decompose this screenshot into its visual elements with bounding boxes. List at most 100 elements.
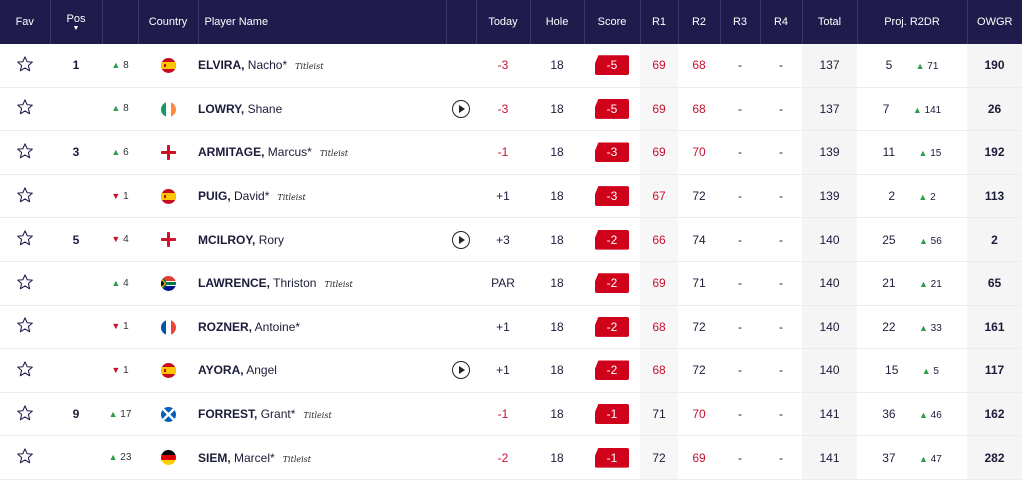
total: 137 <box>802 87 857 132</box>
today-score: -2 <box>476 435 530 480</box>
header-player-name[interactable]: Player Name <box>198 0 447 44</box>
player-name-cell[interactable]: MCILROY, Rory <box>198 217 446 262</box>
player-name-cell[interactable]: LAWRENCE, Thriston Titleist <box>198 261 446 306</box>
arrow-down-icon: ▼ <box>111 190 121 201</box>
arrow-up-icon: ▲ <box>915 61 925 72</box>
player-name-cell[interactable]: SIEM, Marcel* Titleist <box>198 435 446 480</box>
round-2: 68 <box>678 44 720 88</box>
player-firstname[interactable]: Antoine* <box>254 319 301 334</box>
position-move: ▲ 6 <box>102 130 138 175</box>
star-icon[interactable] <box>16 360 34 378</box>
header-proj[interactable]: Proj. R2DR <box>857 0 968 44</box>
player-surname[interactable]: MCILROY, <box>198 232 256 247</box>
table-row[interactable]: 9 ▲ 17 FORREST, Grant* Titleist -1 18 -1 71 70- -… <box>0 391 1022 437</box>
player-surname[interactable]: LAWRENCE, <box>198 276 270 291</box>
star-icon[interactable] <box>16 229 34 247</box>
player-firstname[interactable]: Rory <box>258 232 285 247</box>
header-score[interactable]: Score <box>584 0 641 44</box>
england-flag-icon <box>160 145 176 161</box>
owgr: 162 <box>967 391 1022 437</box>
arrow-up-icon: ▲ <box>921 366 931 377</box>
favourite-cell <box>0 174 50 219</box>
header-r4[interactable]: R4 <box>760 0 803 44</box>
header-total[interactable]: Total <box>802 0 858 44</box>
table-row[interactable]: 1 ▲ 8 ELVIRA, Nacho* Titleist -3 18 -5 69 68- -13… <box>0 44 1022 88</box>
round-2: 72 <box>678 305 720 350</box>
player-surname[interactable]: ELVIRA, <box>198 58 245 73</box>
star-icon[interactable] <box>16 404 34 422</box>
header-today[interactable]: Today <box>476 0 531 44</box>
player-firstname[interactable]: Grant* <box>260 407 296 422</box>
header-hole[interactable]: Hole <box>530 0 585 44</box>
play-icon[interactable] <box>452 361 470 380</box>
score-cell: -2 <box>584 261 640 306</box>
header-r1[interactable]: R1 <box>640 0 679 44</box>
header-r3[interactable]: R3 <box>720 0 761 44</box>
player-name-cell[interactable]: ROZNER, Antoine* <box>198 305 446 350</box>
score-badge: -2 <box>595 360 629 381</box>
player-surname[interactable]: PUIG, <box>198 189 231 204</box>
hole: 18 <box>530 87 584 132</box>
table-row[interactable]: ▲ 23 SIEM, Marcel* Titleist -2 18 -1 72 69- -141… <box>0 435 1022 480</box>
total: 140 <box>802 261 857 306</box>
total: 140 <box>802 217 857 262</box>
play-icon[interactable] <box>452 99 470 118</box>
position: 9 <box>50 391 102 437</box>
player-firstname[interactable]: Marcel* <box>234 450 275 465</box>
position-move: ▲ 8 <box>102 44 138 88</box>
position <box>50 87 102 132</box>
star-icon[interactable] <box>16 98 34 116</box>
round-1: 69 <box>640 44 678 88</box>
player-firstname[interactable]: Nacho* <box>247 58 288 73</box>
star-icon[interactable] <box>16 273 34 291</box>
favourite-cell <box>0 261 50 306</box>
today-score: -1 <box>476 130 530 175</box>
table-row[interactable]: ▲ 4 LAWRENCE, Thriston Titleist PAR 18 -2 69 71… <box>0 261 1022 306</box>
player-firstname[interactable]: David* <box>234 189 270 204</box>
table-row[interactable]: ▲ 8 LOWRY, Shane -3 18 -5 69 68- -137 7 ▲ 141 26 <box>0 87 1022 132</box>
score-badge: -5 <box>595 98 629 119</box>
player-surname[interactable]: LOWRY, <box>198 101 245 116</box>
header-fav[interactable]: Fav <box>0 0 51 44</box>
player-surname[interactable]: FORREST, <box>198 407 258 422</box>
player-firstname[interactable]: Thriston <box>273 276 317 291</box>
table-row[interactable]: ▼ 1 ROZNER, Antoine* +1 18 -2 68 72- -140 22 ▲ 3… <box>0 305 1022 350</box>
star-icon[interactable] <box>16 186 34 204</box>
owgr: 26 <box>967 87 1022 132</box>
player-name-cell[interactable]: PUIG, David* Titleist <box>198 174 446 219</box>
player-name-cell[interactable]: LOWRY, Shane <box>198 87 446 132</box>
star-icon[interactable] <box>16 447 34 465</box>
player-name-cell[interactable]: ELVIRA, Nacho* Titleist <box>198 44 446 88</box>
player-name-cell[interactable]: FORREST, Grant* Titleist <box>198 391 446 437</box>
player-firstname[interactable]: Marcus* <box>267 145 312 160</box>
table-row[interactable]: 5 ▼ 4 MCILROY, Rory +3 18 -2 66 74- -140 25 ▲ 56 2 <box>0 217 1022 262</box>
player-name-cell[interactable]: ARMITAGE, Marcus* Titleist <box>198 130 446 175</box>
star-icon[interactable] <box>16 142 34 160</box>
player-surname[interactable]: SIEM, <box>198 450 231 465</box>
player-name-cell[interactable]: AYORA, Angel <box>198 348 446 393</box>
header-r2[interactable]: R2 <box>678 0 721 44</box>
hole: 18 <box>530 305 584 350</box>
sponsor-logo: Titleist <box>303 411 332 421</box>
round-1: 69 <box>640 261 678 306</box>
star-icon[interactable] <box>16 55 34 73</box>
table-row[interactable]: ▼ 1 PUIG, David* Titleist +1 18 -3 67 72- -139 2 … <box>0 174 1022 219</box>
player-firstname[interactable]: Angel <box>246 363 277 378</box>
player-surname[interactable]: AYORA, <box>198 363 244 378</box>
table-row[interactable]: ▼ 1 AYORA, Angel +1 18 -2 68 72- -140 15 ▲ 5 117 <box>0 348 1022 393</box>
header-pos[interactable]: Pos ▼ <box>50 0 103 44</box>
play-icon[interactable] <box>452 230 470 249</box>
player-surname[interactable]: ROZNER, <box>198 319 252 334</box>
player-firstname[interactable]: Shane <box>247 101 283 116</box>
position <box>50 348 102 393</box>
header-owgr[interactable]: OWGR <box>967 0 1022 44</box>
table-row[interactable]: 3 ▲ 6 ARMITAGE, Marcus* Titleist -1 18 -3 69 70-… <box>0 130 1022 175</box>
position <box>50 305 102 350</box>
move-value: 1 <box>123 190 129 202</box>
owgr: 282 <box>967 435 1022 480</box>
hole: 18 <box>530 435 584 480</box>
star-icon[interactable] <box>16 316 34 334</box>
projection-rank: 5 <box>885 58 893 73</box>
header-country[interactable]: Country <box>138 0 199 44</box>
player-surname[interactable]: ARMITAGE, <box>198 145 265 160</box>
